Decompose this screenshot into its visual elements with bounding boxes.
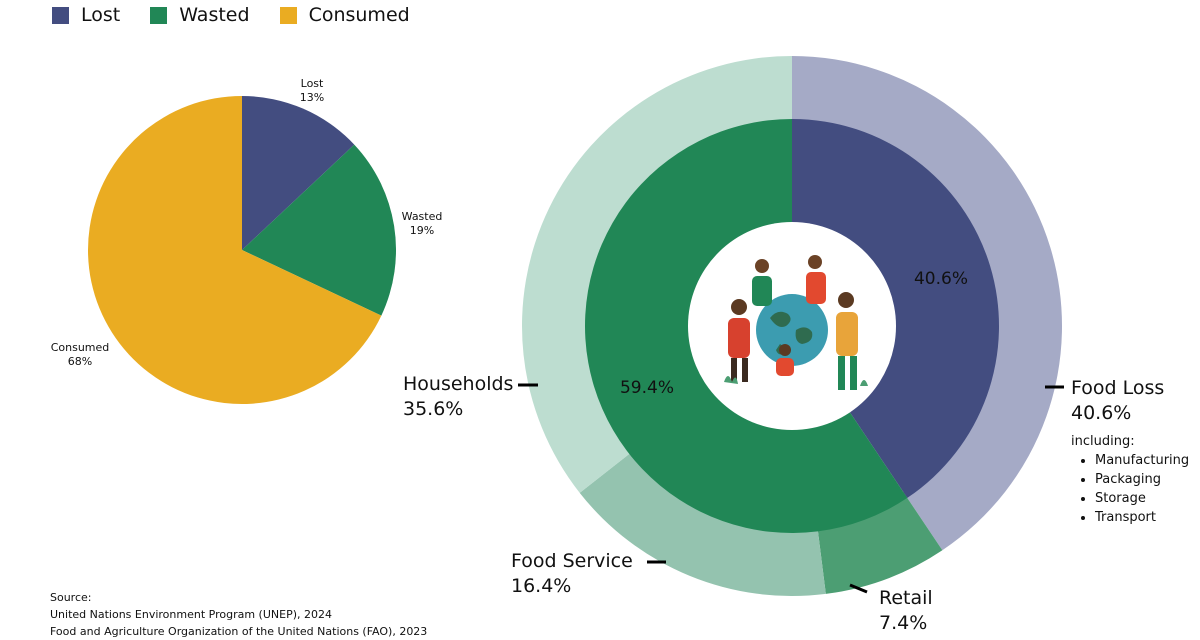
- donut-outer-ring: [522, 55, 1062, 596]
- legend-swatch-wasted: [150, 6, 168, 24]
- legend-label-consumed: Consumed: [308, 4, 410, 26]
- source-heading: Source:: [50, 591, 92, 604]
- pie-slice-consumed: [88, 96, 382, 404]
- source-note: Source: United Nations Environment Progr…: [50, 589, 427, 640]
- donut-outer-slice-food-service: [579, 449, 826, 596]
- inner-label-waste: 59.4%: [620, 378, 674, 398]
- label-households: Households 35.6%: [403, 372, 513, 422]
- label-food-service: Food Service 16.4%: [511, 549, 633, 599]
- pie-slice-wasted: [242, 144, 396, 316]
- pie-label-lost-name: Lost: [301, 77, 324, 90]
- pie-chart: [88, 96, 396, 404]
- label-food-loss: Food Loss 40.6%: [1071, 376, 1164, 426]
- pie-labels: Lost 13% Wasted 19% Consumed 68%: [51, 77, 443, 368]
- legend-swatch-lost: [52, 6, 69, 24]
- globe-icon: [756, 294, 828, 366]
- breakdown-item: Storage: [1095, 489, 1189, 508]
- legend: Lost Wasted Consumed: [52, 4, 410, 26]
- donut-outer-slice-households: [522, 55, 792, 493]
- leader-lines: [518, 383, 1064, 594]
- legend-item-consumed: Consumed: [279, 4, 410, 26]
- source-line: United Nations Environment Program (UNEP…: [50, 608, 332, 621]
- legend-label-lost: Lost: [81, 4, 121, 26]
- label-food-loss-name: Food Loss: [1071, 377, 1165, 399]
- pie-label-consumed-value: 68%: [68, 355, 92, 368]
- label-retail-value: 7.4%: [879, 612, 928, 634]
- legend-label-wasted: Wasted: [179, 4, 250, 26]
- donut-inner-slice-food-loss: [792, 119, 999, 498]
- breakdown-list: Manufacturing Packaging Storage Transpor…: [1071, 451, 1189, 527]
- pie-label-wasted-name: Wasted: [402, 210, 443, 223]
- pie-label-lost-value: 13%: [300, 91, 324, 104]
- label-households-name: Households: [403, 373, 514, 395]
- breakdown-item: Packaging: [1095, 470, 1189, 489]
- pie-label-wasted-value: 19%: [410, 224, 434, 237]
- pie-label-consumed-name: Consumed: [51, 341, 110, 354]
- label-food-service-name: Food Service: [511, 550, 633, 572]
- legend-item-lost: Lost: [52, 4, 120, 26]
- donut-outer-slice-food-loss: [792, 56, 1062, 551]
- donut-inner-slice-food-waste: [585, 119, 908, 533]
- breakdown-item: Manufacturing: [1095, 451, 1189, 470]
- donut-inner-ring: [585, 119, 999, 533]
- breakdown-heading: including:: [1071, 434, 1135, 449]
- legend-swatch-consumed: [279, 6, 297, 24]
- source-line: Food and Agriculture Organization of the…: [50, 625, 428, 638]
- donut-outer-slice-retail: [817, 492, 943, 594]
- pie-slice-lost: [242, 96, 355, 250]
- label-food-loss-value: 40.6%: [1071, 402, 1132, 424]
- inner-label-loss: 40.6%: [914, 269, 968, 289]
- people-around-globe-illustration: [724, 255, 868, 390]
- label-retail: Retail 7.4%: [879, 586, 933, 636]
- leader-retail: [849, 583, 868, 594]
- label-food-service-value: 16.4%: [511, 575, 572, 597]
- label-households-value: 35.6%: [403, 398, 464, 420]
- label-retail-name: Retail: [879, 587, 933, 609]
- breakdown-item: Transport: [1095, 508, 1189, 527]
- legend-item-wasted: Wasted: [150, 4, 250, 26]
- food-loss-breakdown: including: Manufacturing Packaging Stora…: [1071, 432, 1189, 527]
